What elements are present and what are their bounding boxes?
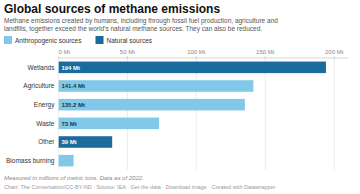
tick-label: 100 Mt — [187, 49, 206, 55]
category-label: Energy — [34, 101, 55, 109]
data-label: 194 Mt — [61, 65, 80, 71]
chart-container: Global sources of methane emissionsMetha… — [0, 0, 360, 194]
data-label: 39 Mt — [61, 139, 76, 145]
bars — [58, 62, 326, 167]
axis-line — [58, 58, 348, 59]
category-label: Other — [38, 138, 55, 145]
tick-label: 0 Mt — [58, 49, 70, 55]
subtitle: Methane emissions created by humans, inc… — [4, 17, 278, 33]
bar — [58, 136, 112, 148]
y-axis: Wetlands Agriculture Energy Waste Other Bioma… — [6, 64, 55, 165]
tick-mark — [334, 56, 335, 58]
data-label: 141.4 Mt — [61, 83, 85, 89]
title: Global sources of methane emissions — [4, 2, 220, 16]
tick-label: 50 Mt — [120, 49, 135, 55]
data-labels: 141.4 Mt 135.2 Mt 73 Mt 194 Mt 39 Mt — [61, 65, 85, 146]
grid-line — [127, 58, 128, 170]
category-label: Biomass burning — [6, 157, 55, 165]
grid-line — [265, 58, 266, 170]
subtitle-line: Methane emissions created by humans, inc… — [4, 17, 278, 25]
grid-line — [334, 58, 335, 170]
data-label: 73 Mt — [61, 121, 76, 127]
subtitle-line: landfills, together exceed the world’s n… — [4, 25, 262, 33]
category-label: Waste — [36, 120, 55, 127]
tick-label: 150 Mt — [256, 49, 275, 55]
tick-mark — [127, 56, 128, 58]
category-label: Agriculture — [23, 82, 54, 90]
tick-mark — [58, 56, 59, 58]
grid-line — [196, 58, 197, 170]
tick-mark — [265, 56, 266, 58]
bar — [58, 118, 159, 130]
chart: Global sources of methane emissionsMetha… — [0, 0, 360, 194]
tick-label: 200 Mt — [325, 49, 344, 55]
grid-line — [58, 58, 59, 170]
bar — [58, 80, 253, 92]
legend-swatch — [96, 36, 104, 44]
annotation: Chart: The Conversation/CC-BY-ND · Sourc… — [4, 184, 276, 190]
x-axis: 0 Mt 50 Mt 100 Mt 150 Mt 200 Mt — [58, 49, 348, 170]
background — [0, 0, 360, 194]
legend-label: Anthropogenic sources — [15, 37, 82, 45]
bar — [58, 155, 73, 167]
bar — [58, 62, 326, 74]
legend-label: Natural sources — [107, 37, 153, 44]
legend-swatch — [4, 36, 12, 44]
data-label: 135.2 Mt — [61, 102, 85, 108]
tick-mark — [196, 56, 197, 58]
annotation: Measured in millions of metric tons. Dat… — [4, 175, 144, 181]
category-label: Wetlands — [27, 64, 55, 71]
legend: Anthropogenic sources Natural sources — [4, 36, 153, 45]
bar — [58, 99, 244, 111]
